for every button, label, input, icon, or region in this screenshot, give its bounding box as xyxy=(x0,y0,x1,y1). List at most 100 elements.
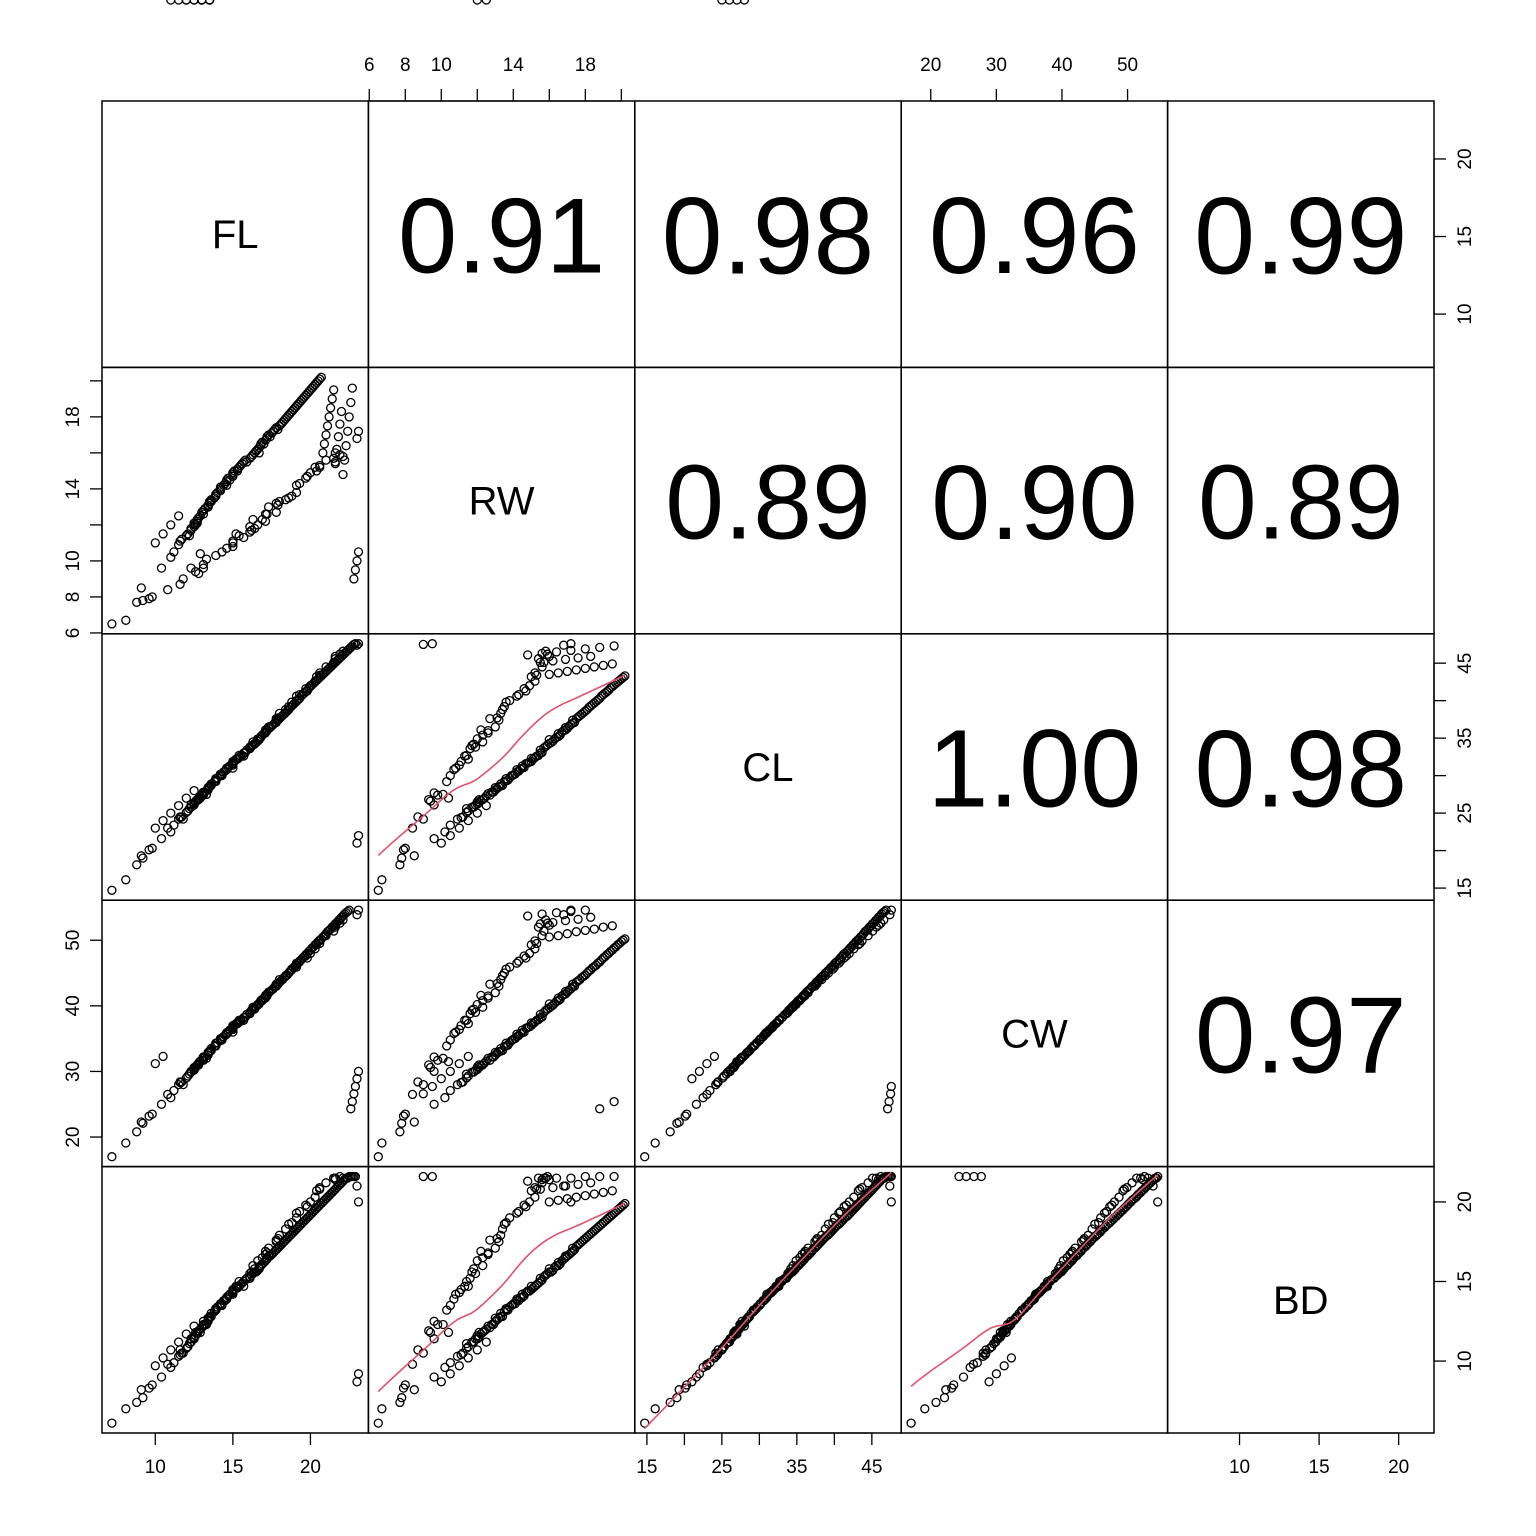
scatter-point xyxy=(268,984,278,994)
scatter-point xyxy=(107,1152,117,1162)
scatter-point xyxy=(198,559,209,570)
scatter-point xyxy=(336,406,347,417)
scatter-point xyxy=(181,793,191,803)
panel-rw-cl: 0.89 xyxy=(634,366,902,635)
scatter-point xyxy=(291,1224,302,1234)
scatter-point xyxy=(532,1184,542,1194)
scatter-point xyxy=(245,1272,255,1282)
scatter-point xyxy=(329,1186,339,1196)
scatter-point xyxy=(138,1118,148,1128)
scatter-point xyxy=(204,0,215,5)
scatter-point xyxy=(1017,1305,1028,1315)
scatter-point xyxy=(318,448,328,458)
scatter-point xyxy=(327,1187,337,1198)
scatter-point xyxy=(338,1176,348,1186)
tick-label: 14 xyxy=(63,478,84,500)
scatter-point xyxy=(333,1181,344,1191)
scatter-point xyxy=(505,1213,515,1223)
x-axis-cw: 20 30 40 50 xyxy=(920,55,1138,102)
scatter-point xyxy=(460,1281,470,1291)
variable-label-fl: FL xyxy=(212,213,259,257)
scatter-point xyxy=(223,1291,233,1301)
scatter-point xyxy=(279,1237,289,1247)
scatter-point xyxy=(310,1205,320,1215)
scatter-point xyxy=(598,922,608,932)
scatter-point xyxy=(181,0,191,5)
scatter-point xyxy=(198,509,209,519)
scatter-point xyxy=(562,929,572,939)
scatter-point xyxy=(341,441,351,451)
scatter-point xyxy=(560,915,571,926)
scatter-point xyxy=(377,1404,387,1414)
panel-cw-cl xyxy=(635,0,902,1168)
scatter-point xyxy=(460,1015,470,1025)
scatter-point xyxy=(163,1359,173,1369)
scatter-point xyxy=(194,568,204,579)
scatter-point xyxy=(535,1184,545,1194)
scatter-point xyxy=(373,1152,383,1162)
tick-label: 10 xyxy=(1455,304,1476,325)
panel-rw-bd: 0.89 xyxy=(1166,366,1435,635)
scatter-point xyxy=(201,554,212,564)
scatter-point xyxy=(485,713,495,724)
scatter-point xyxy=(194,1058,204,1068)
scatter-point xyxy=(271,1245,281,1255)
scatter-point xyxy=(276,1240,286,1250)
panels: FL 0.91 0.98 0.96 0.99 RW 0.89 0.90 0.89 CL 1.00 0.… xyxy=(102,0,1435,1434)
scatter-point xyxy=(467,740,477,751)
scatter-point xyxy=(514,1206,524,1217)
scatter-point xyxy=(732,0,742,5)
scatter-point xyxy=(976,1171,986,1182)
scatter-point xyxy=(353,639,364,649)
scatter-point xyxy=(318,1197,328,1207)
y-axis-rw: 6 8 10 14 18 xyxy=(63,380,103,638)
scatter-point xyxy=(566,645,576,656)
scatter-point xyxy=(499,1219,509,1229)
scatter-point xyxy=(274,496,285,507)
scatter-point xyxy=(398,845,409,855)
scatter-point xyxy=(472,808,482,818)
scatter-point xyxy=(483,1248,493,1258)
scatter-point xyxy=(478,1002,488,1012)
scatter-point xyxy=(132,860,142,870)
scatter-point xyxy=(553,668,563,678)
correlation-value: 0.89 xyxy=(1198,444,1404,562)
scatter-point xyxy=(294,478,305,489)
scatter-point xyxy=(566,639,576,649)
scatter-point xyxy=(304,1211,314,1221)
scatter-point xyxy=(251,1267,261,1277)
tick-label: 30 xyxy=(986,55,1007,76)
scatter-point xyxy=(886,1197,896,1207)
scatter-point xyxy=(501,1038,511,1048)
scatter-point xyxy=(353,1369,364,1379)
scatter-point xyxy=(136,851,146,861)
scatter-point xyxy=(438,1053,448,1063)
scatter-point xyxy=(284,968,294,978)
tick-label: 20 xyxy=(300,1457,321,1478)
scatter-point xyxy=(906,1418,916,1428)
scatter-point xyxy=(429,1099,439,1109)
scatter-point xyxy=(181,531,191,541)
tick-label: 6 xyxy=(364,55,375,76)
scatter-point xyxy=(158,1353,168,1363)
scatter-point xyxy=(573,653,583,663)
scatter-point xyxy=(181,1329,191,1339)
scatter-point xyxy=(857,1182,867,1193)
scatter-point xyxy=(257,1259,267,1269)
scatter-point xyxy=(319,1195,330,1205)
scatter-point xyxy=(580,925,590,936)
scatter-point xyxy=(299,688,309,698)
scatter-point xyxy=(978,1348,988,1358)
scatter-point xyxy=(589,1189,599,1199)
scatter-point xyxy=(609,1171,619,1182)
scatter-point xyxy=(330,1184,340,1194)
correlation-value: 0.91 xyxy=(398,177,605,296)
scatter-point xyxy=(198,563,209,573)
scatter-point xyxy=(1127,1178,1137,1188)
scatter-point xyxy=(274,1230,285,1240)
scatter-point xyxy=(316,934,326,944)
correlation-value: 0.98 xyxy=(1195,708,1408,830)
scatter-point xyxy=(855,1184,865,1194)
panel-cl-cw: 1.00 xyxy=(900,633,1169,901)
scatter-point xyxy=(433,1055,443,1065)
